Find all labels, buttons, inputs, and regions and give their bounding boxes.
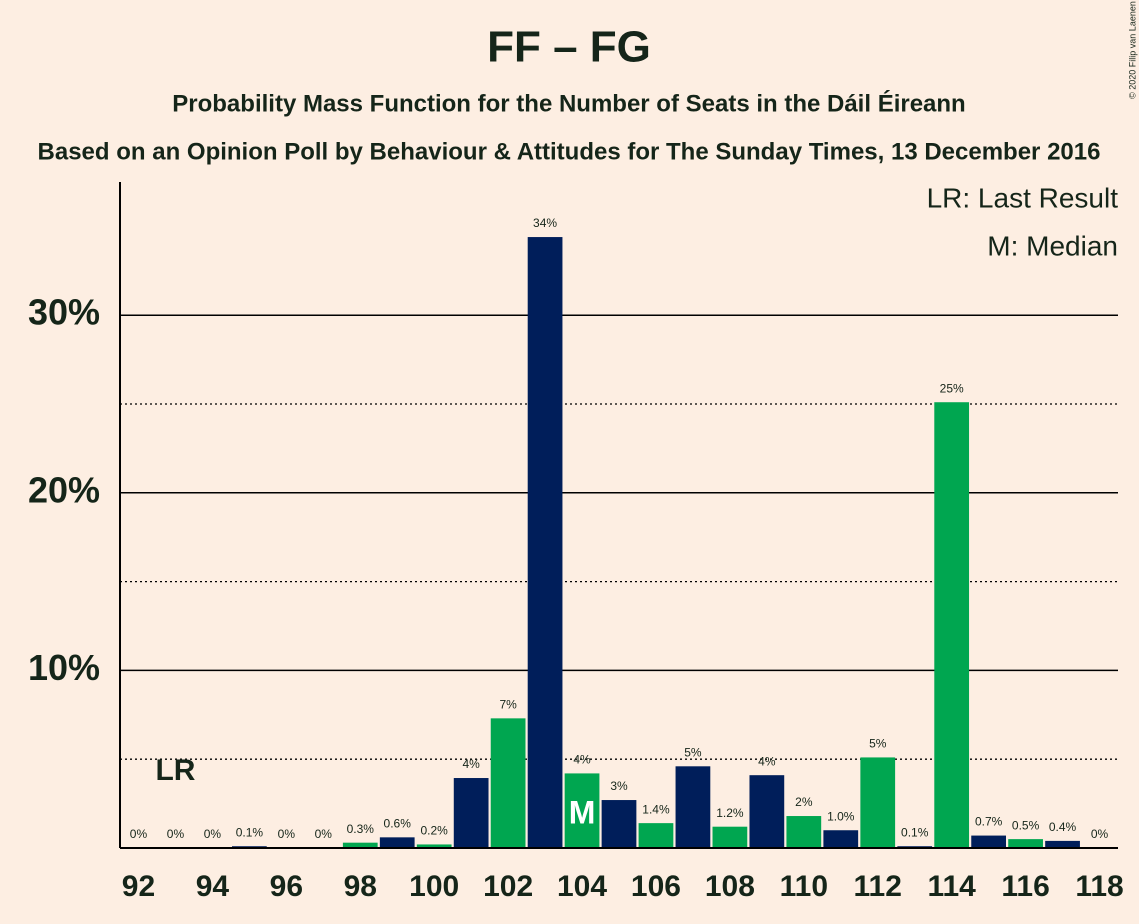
x-tick-label: 106 [631,870,681,903]
value-label: 0.7% [975,815,1003,829]
y-tick-label: 10% [28,647,100,688]
x-tick-label: 98 [344,870,377,903]
bar [342,842,378,848]
chart-caption: Based on an Opinion Poll by Behaviour & … [38,138,1101,165]
y-tick-label: 20% [28,469,100,510]
value-label: 5% [684,745,702,759]
bar [527,237,563,848]
value-label: 5% [869,737,887,751]
bar [638,823,674,848]
bar [823,830,859,848]
bar [379,837,415,848]
x-tick-label: 112 [854,870,902,903]
value-label: 0% [204,827,222,841]
value-label: 0.1% [901,825,929,839]
value-label: 0% [130,827,148,841]
x-tick-label: 94 [196,870,230,903]
value-label: 0.6% [384,817,412,831]
x-tick-label: 100 [409,870,459,903]
x-tick-label: 92 [122,870,155,903]
bar [786,816,822,848]
y-tick-label: 30% [28,292,100,333]
bar [416,844,452,848]
x-tick-label: 118 [1075,870,1123,903]
bar [934,402,970,848]
x-tick-label: 104 [557,870,607,903]
value-label: 0% [278,827,296,841]
value-label: 0.5% [1012,818,1040,832]
value-label: 4% [573,753,591,767]
bar [490,718,526,848]
bar [749,775,785,848]
bar [860,757,896,848]
value-label: 0% [1091,827,1109,841]
chart-subtitle: Probability Mass Function for the Number… [172,89,965,117]
x-tick-label: 102 [483,870,533,903]
last-result-marker: LR [155,754,195,787]
legend-entry: M: Median [987,230,1118,261]
median-marker: M [569,794,596,830]
value-label: 0% [167,827,185,841]
x-tick-label: 116 [1001,870,1049,903]
value-label: 0.3% [347,822,375,836]
value-label: 34% [533,216,557,230]
x-tick-label: 96 [270,870,303,903]
bar [564,773,600,848]
value-label: 0.4% [1049,820,1077,834]
value-label: 1.0% [827,809,855,823]
bar [675,766,711,848]
copyright: © 2020 Filip van Laenen [1127,1,1137,99]
bar [601,800,637,848]
value-label: 1.2% [716,806,744,820]
value-label: 3% [610,779,628,793]
legend-entry: LR: Last Result [927,182,1119,213]
bar [971,835,1007,848]
value-label: 0.2% [421,824,449,838]
value-label: 7% [499,698,517,712]
bar [1045,840,1080,848]
value-label: 0.1% [236,825,264,839]
x-tick-label: 110 [780,870,828,903]
value-label: 4% [758,754,776,768]
chart-title: FF – FG [487,23,651,72]
x-tick-label: 108 [705,870,755,903]
value-label: 0% [315,827,333,841]
value-label: 25% [940,381,964,395]
x-tick-label: 114 [927,870,976,903]
bar [453,778,489,848]
bar [712,826,748,848]
bar [1008,839,1043,848]
value-label: 4% [462,757,480,771]
value-label: 1.4% [642,802,670,816]
value-label: 2% [795,795,813,809]
